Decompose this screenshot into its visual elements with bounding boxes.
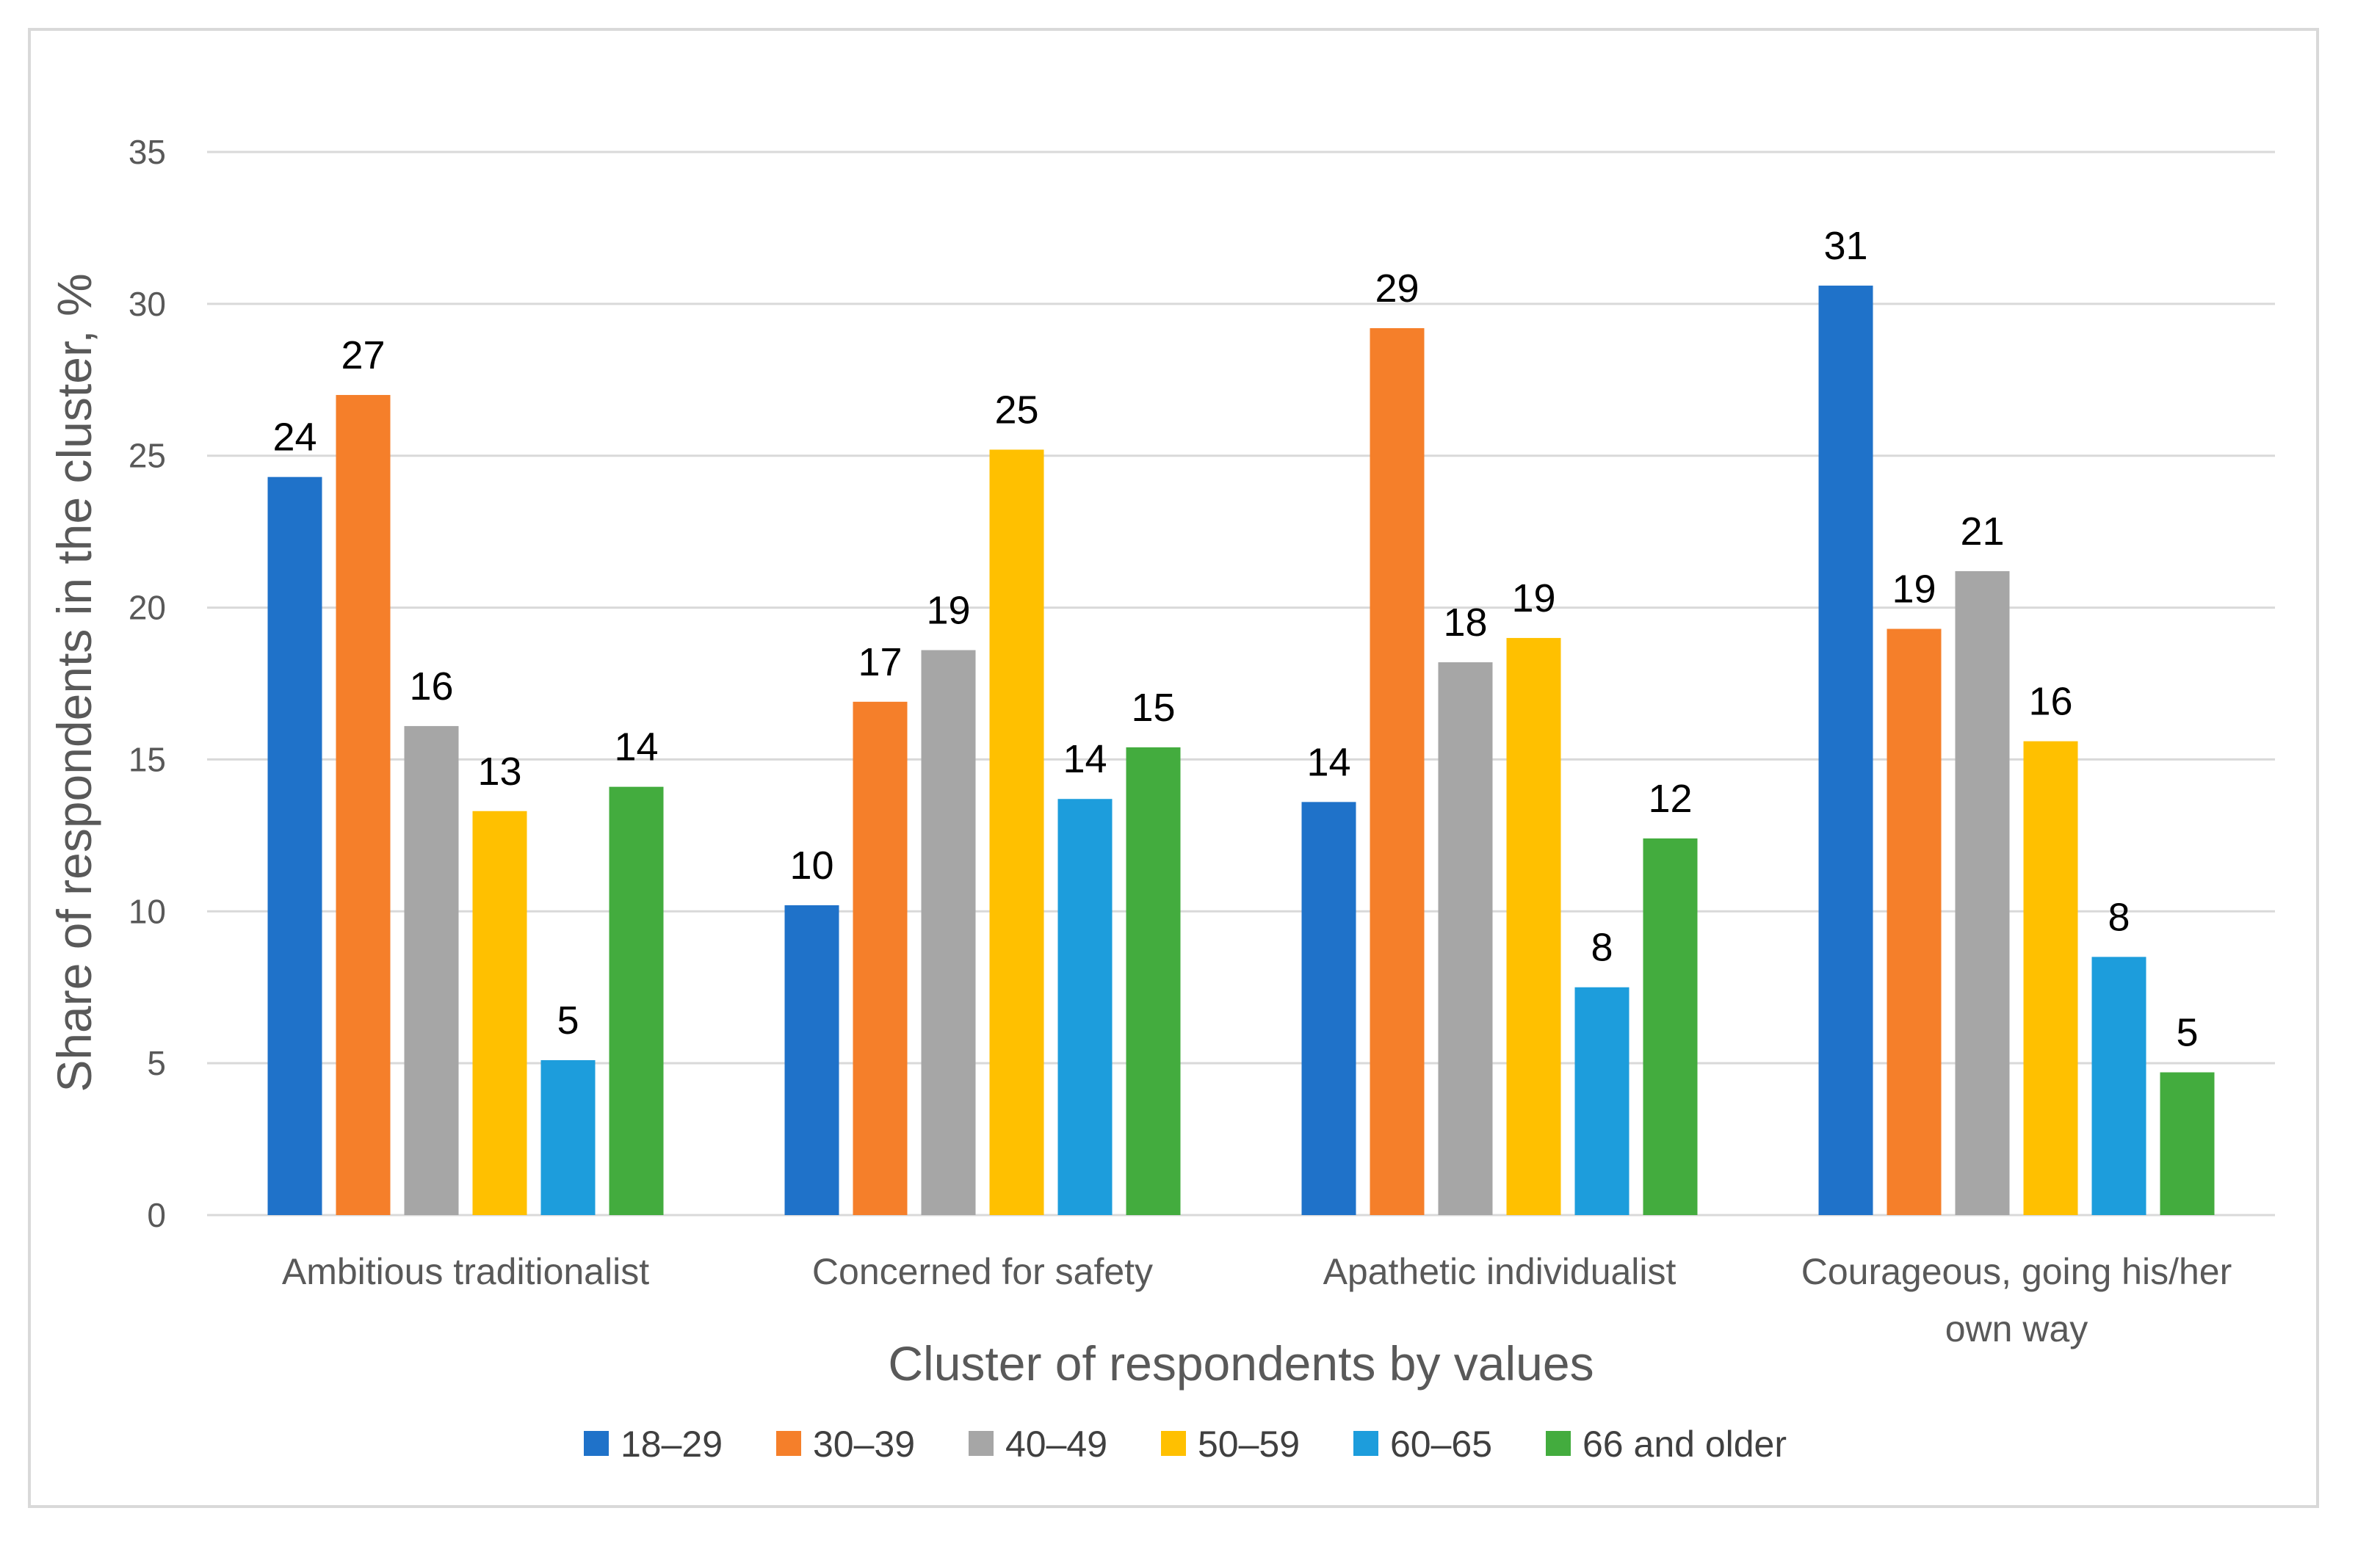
- bar: [609, 786, 664, 1215]
- y-tick-label: 25: [129, 437, 166, 475]
- bar: [1887, 628, 1942, 1215]
- bar: [1057, 799, 1113, 1215]
- bar: [1438, 662, 1493, 1215]
- data-label: 19: [1892, 568, 1936, 612]
- legend-label: 60–65: [1390, 1424, 1492, 1465]
- y-tick-label: 5: [147, 1044, 166, 1082]
- legend-label: 50–59: [1198, 1424, 1300, 1465]
- y-tick-label: 20: [129, 589, 166, 627]
- x-axis-title: Cluster of respondents by values: [888, 1336, 1594, 1391]
- legend: 18–29 30–39 40–49 50–59 60–65 66 and older: [584, 1424, 1787, 1465]
- bars: [267, 286, 2215, 1216]
- legend-swatch: [1161, 1431, 1186, 1456]
- x-category-label: Concerned for safety: [812, 1251, 1153, 1292]
- bar: [2023, 741, 2078, 1215]
- y-tick-label: 15: [129, 740, 166, 778]
- legend-swatch: [1353, 1431, 1378, 1456]
- legend-swatch: [776, 1431, 801, 1456]
- legend-swatch: [1546, 1431, 1571, 1456]
- legend-label: 30–39: [813, 1424, 915, 1465]
- x-axis-categories: Ambitious traditionalist Concerned for sa…: [282, 1251, 2232, 1349]
- data-label: 19: [1511, 576, 1555, 620]
- bar: [1574, 987, 1630, 1215]
- bar: [404, 725, 459, 1215]
- legend-label: 18–29: [621, 1424, 723, 1465]
- bar: [2160, 1072, 2215, 1215]
- bar: [540, 1060, 596, 1215]
- legend-label: 40–49: [1005, 1424, 1107, 1465]
- bar: [853, 701, 908, 1215]
- data-label: 12: [1648, 777, 1692, 821]
- data-label: 19: [926, 588, 970, 632]
- bar: [1643, 838, 1698, 1215]
- bar: [1370, 327, 1425, 1215]
- legend-label: 66 and older: [1583, 1424, 1787, 1465]
- data-label: 5: [557, 998, 579, 1043]
- legend-swatch: [584, 1431, 609, 1456]
- data-label: 8: [1591, 926, 1613, 970]
- y-tick-label: 10: [129, 892, 166, 930]
- data-label: 16: [2028, 680, 2072, 724]
- data-label: 17: [858, 640, 902, 684]
- bar: [989, 449, 1044, 1216]
- data-label: 31: [1823, 224, 1867, 268]
- y-axis-ticks: 0 5 10 15 20 25 30 35: [129, 133, 166, 1234]
- bar: [1506, 637, 1561, 1215]
- bar: [336, 394, 391, 1215]
- data-label: 27: [341, 333, 385, 377]
- bar: [267, 476, 322, 1215]
- bar: [1818, 286, 1873, 1215]
- data-label: 15: [1131, 686, 1175, 730]
- bar: [784, 905, 839, 1215]
- data-label: 14: [1306, 740, 1350, 784]
- x-category-label: Courageous, going his/her: [1801, 1251, 2232, 1292]
- y-tick-label: 35: [129, 133, 166, 171]
- bar: [1126, 747, 1181, 1215]
- bar: [1955, 570, 2010, 1215]
- data-label: 5: [2176, 1011, 2198, 1055]
- data-label: 13: [477, 750, 521, 794]
- data-label: 8: [2108, 895, 2130, 939]
- data-label: 16: [409, 664, 453, 708]
- y-tick-label: 0: [147, 1196, 166, 1234]
- data-label: 25: [994, 388, 1038, 432]
- bar: [472, 811, 527, 1215]
- data-label: 24: [272, 416, 317, 460]
- y-tick-label: 30: [129, 285, 166, 323]
- x-category-label: Ambitious traditionalist: [282, 1251, 649, 1292]
- data-label: 29: [1375, 267, 1419, 311]
- data-labels: 24 10 14 31 27 17 29 19 16 19 18 21 13 25 19 16 5 14 8 8 14 1…: [272, 224, 2198, 1055]
- data-label: 21: [1960, 510, 2004, 554]
- bar: [921, 650, 976, 1215]
- data-label: 14: [1063, 737, 1107, 781]
- legend-swatch: [969, 1431, 994, 1456]
- x-category-label: own way: [1945, 1308, 2088, 1349]
- x-category-label: Apathetic individualist: [1323, 1251, 1677, 1292]
- bar: [2091, 957, 2146, 1215]
- y-axis-title: Share of respondents in the cluster, %: [47, 273, 101, 1092]
- bar: [1301, 802, 1356, 1215]
- data-label: 10: [789, 844, 833, 888]
- data-label: 14: [614, 725, 658, 769]
- data-label: 18: [1443, 601, 1487, 645]
